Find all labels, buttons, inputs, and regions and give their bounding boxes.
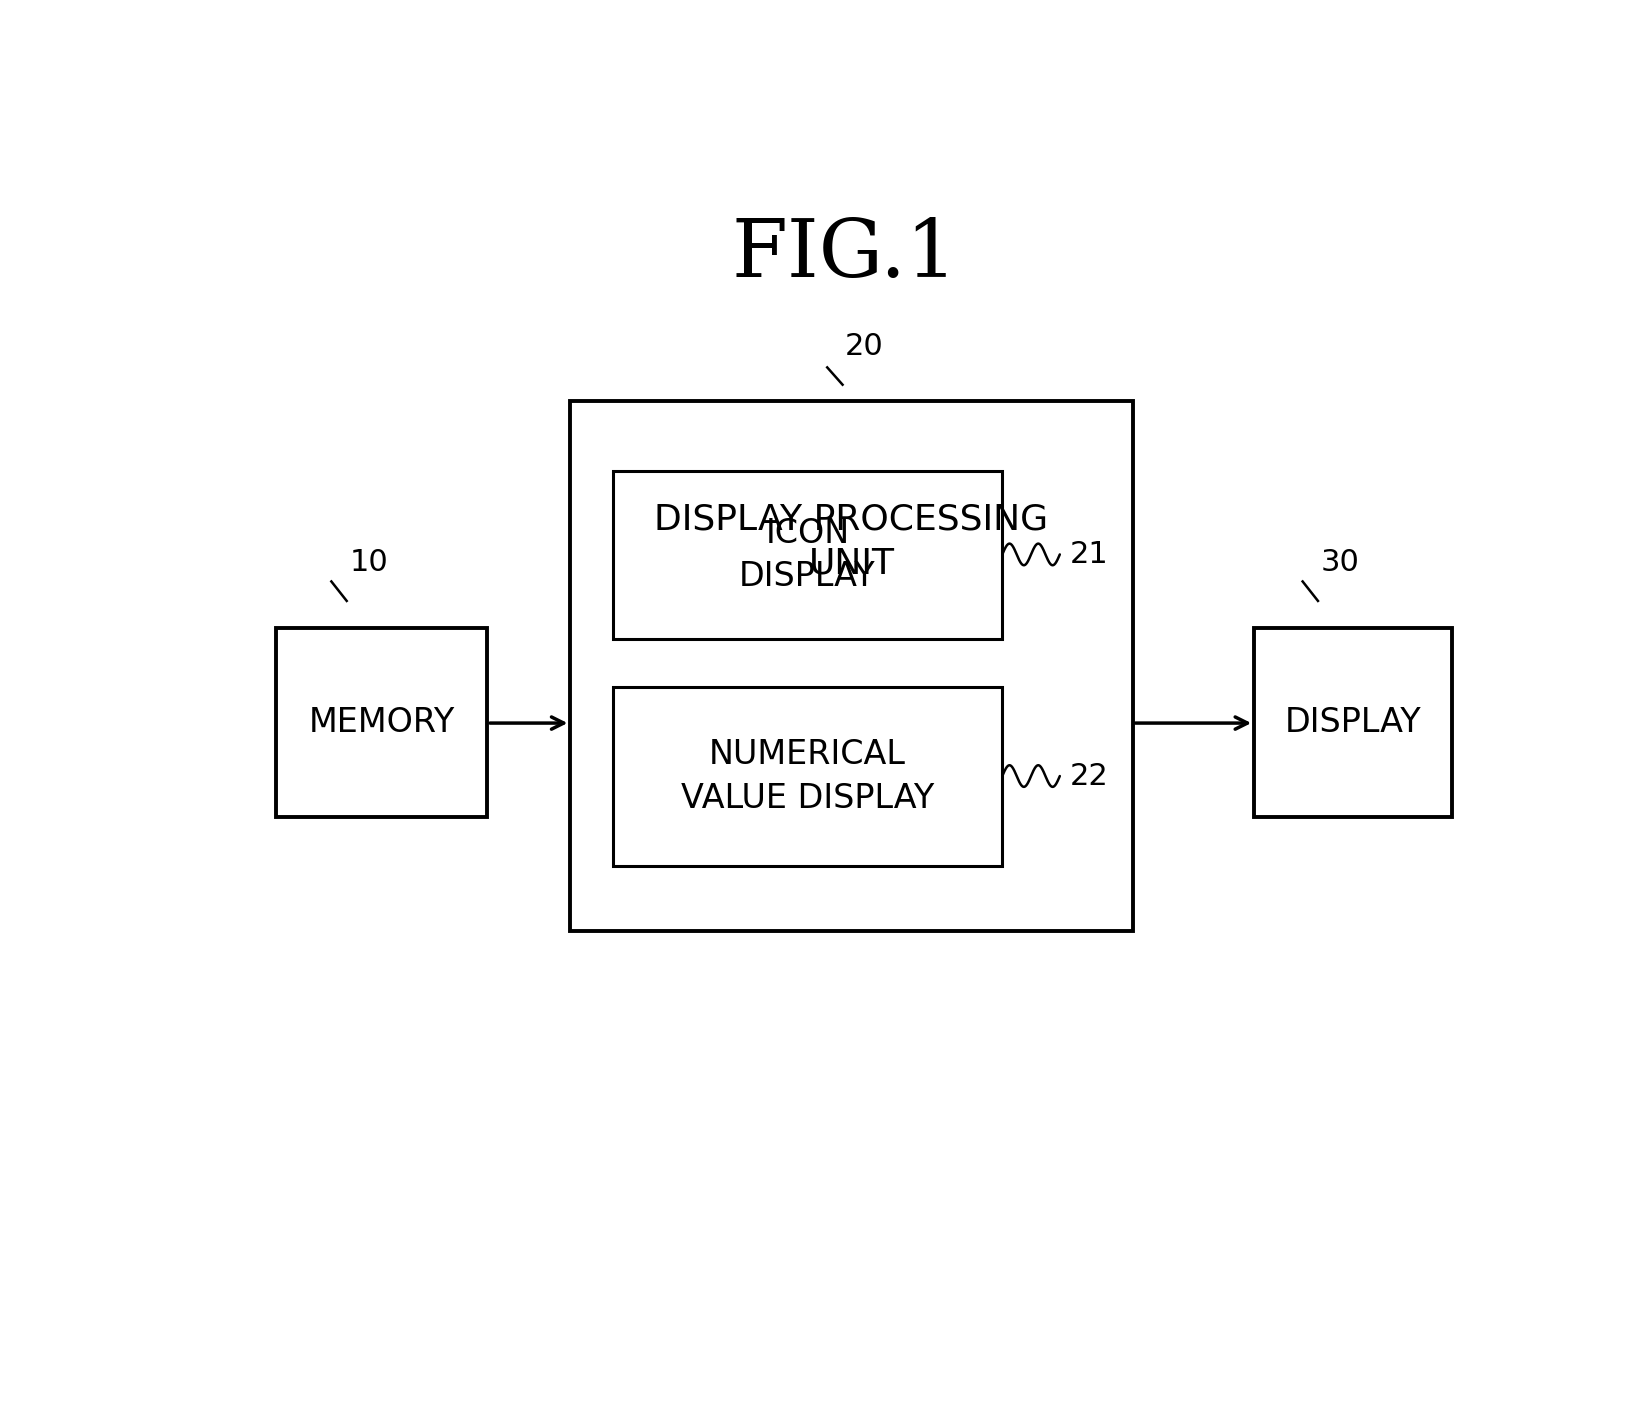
Text: DISPLAY: DISPLAY	[1284, 706, 1421, 739]
Text: 20: 20	[845, 331, 883, 361]
Text: FIG.1: FIG.1	[732, 216, 957, 293]
Bar	[277, 628, 488, 817]
Text: ICON
DISPLAY: ICON DISPLAY	[738, 517, 875, 592]
Bar	[611, 688, 1002, 866]
Text: 21: 21	[1070, 541, 1107, 569]
Text: 10: 10	[349, 548, 387, 577]
Text: 30: 30	[1320, 548, 1358, 577]
Text: MEMORY: MEMORY	[308, 706, 455, 739]
Text: 22: 22	[1070, 761, 1107, 790]
Text: NUMERICAL
VALUE DISPLAY: NUMERICAL VALUE DISPLAY	[681, 739, 933, 814]
Bar	[1254, 628, 1452, 817]
Text: DISPLAY PROCESSING
UNIT: DISPLAY PROCESSING UNIT	[654, 503, 1048, 581]
Bar	[611, 472, 1002, 639]
Bar	[570, 402, 1132, 931]
